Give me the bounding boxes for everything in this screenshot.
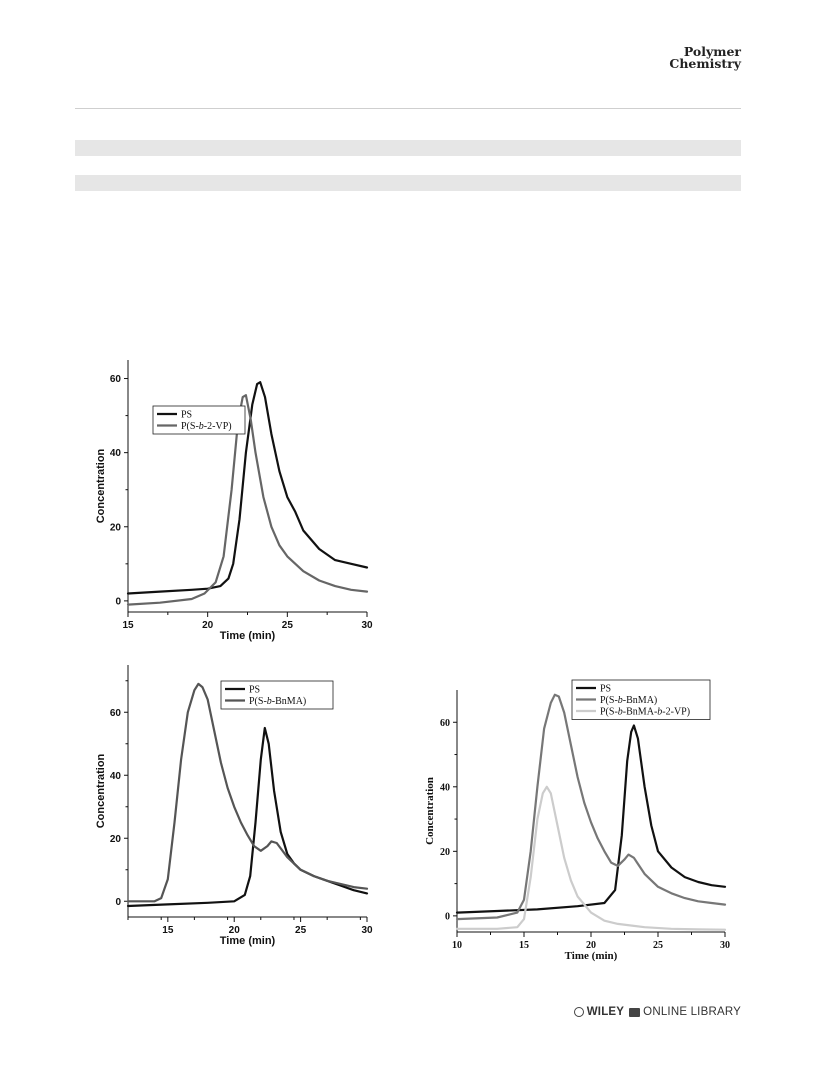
y-tick-label: 40 xyxy=(110,448,122,459)
series-line-p-s-b-bnma xyxy=(126,682,369,903)
chart-ps-bnma-2vp-triblock: 10 15 20 25 30 0 20 40 60 Time (min) Concentration… xyxy=(424,679,730,962)
x-tick-label: 25 xyxy=(653,940,663,951)
x-tick-label: 30 xyxy=(361,925,373,936)
legend-label-p-s-b-bnma: P(S-b-BnMA) xyxy=(600,695,657,706)
y-tick-label: 60 xyxy=(440,718,450,729)
gray-band-top xyxy=(75,140,741,156)
y-tick-label: 40 xyxy=(110,771,122,782)
x-tick-label: 30 xyxy=(720,940,730,951)
x-tick-label: 20 xyxy=(202,620,214,631)
x-tick-label: 20 xyxy=(586,940,596,951)
book-icon xyxy=(629,1007,641,1017)
x-tick-label: 15 xyxy=(519,940,529,951)
journal-name-line2: Chemistry xyxy=(669,56,741,71)
x-axis-title: Time (min) xyxy=(220,935,276,947)
x-tick-label: 25 xyxy=(282,620,294,631)
x-axis-title: Time (min) xyxy=(220,630,276,642)
journal-name: Polymer Chemistry xyxy=(669,44,741,71)
x-axis-title: Time (min) xyxy=(565,950,618,962)
x-tick-label: 15 xyxy=(162,925,174,936)
y-axis-title: Concentration xyxy=(424,777,436,845)
legend-label-p-s-b-bnma: P(S-b-BnMA) xyxy=(249,696,306,707)
legend-label-ps: PS xyxy=(181,410,192,421)
chart-ps-vs-ps-b-bnma: 15 20 25 30 0 20 40 60 Time (min) Concentration PS… xyxy=(95,665,373,947)
legend-label-ps: PS xyxy=(600,684,611,695)
series-line-ps xyxy=(455,724,727,914)
x-tick-label: 15 xyxy=(122,620,134,631)
y-tick-label: 0 xyxy=(445,911,450,922)
series-line-ps xyxy=(126,381,369,595)
legend-box xyxy=(152,405,246,435)
gray-band-bottom xyxy=(75,175,741,191)
x-tick-label: 20 xyxy=(229,925,241,936)
y-axis-title: Concentration xyxy=(95,448,107,523)
y-tick-label: 20 xyxy=(110,522,122,533)
y-tick-label: 20 xyxy=(110,834,122,845)
y-tick-label: 40 xyxy=(440,782,450,793)
footer-wiley: WILEY xyxy=(586,1006,625,1018)
legend-label-ps: PS xyxy=(249,685,260,696)
series-line-p-s-b-bnma-b-2-vp xyxy=(455,785,727,931)
legend-box xyxy=(220,680,334,710)
x-tick-label: 10 xyxy=(452,940,462,951)
y-tick-label: 20 xyxy=(440,847,450,858)
series-line-p-s-b-2-vp xyxy=(126,394,369,606)
y-tick-label: 60 xyxy=(110,708,122,719)
footer-library: ONLINE LIBRARY xyxy=(643,1006,741,1018)
y-tick-label: 60 xyxy=(110,374,122,385)
chart-ps-vs-ps-b-2vp: 15 20 25 30 0 20 40 60 Time (min) Concentration PS… xyxy=(95,360,373,642)
y-tick-label: 0 xyxy=(115,897,121,908)
journal-name-line1: Polymer xyxy=(683,44,741,59)
legend-label-p-s-b-bnma-b-2-vp: P(S-b-BnMA-b-2-VP) xyxy=(600,707,690,718)
wiley-seal-icon xyxy=(573,1007,584,1017)
series-line-p-s-b-bnma xyxy=(455,693,727,921)
y-tick-label: 0 xyxy=(115,596,121,607)
series-line-ps xyxy=(126,726,369,908)
x-tick-label: 25 xyxy=(295,925,307,936)
legend-label-p-s-b-2-vp: P(S-b-2-VP) xyxy=(181,421,232,432)
footer-logo: WILEY ONLINE LIBRARY xyxy=(573,1006,741,1018)
x-tick-label: 30 xyxy=(361,620,373,631)
header-rule xyxy=(75,108,741,109)
y-axis-title: Concentration xyxy=(95,753,107,828)
